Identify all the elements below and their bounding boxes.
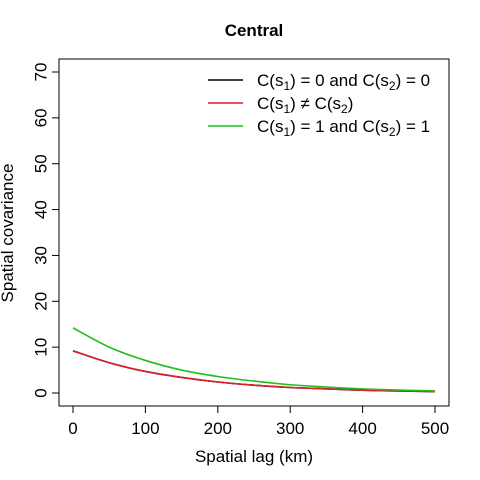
y-tick-label: 20 [31,292,50,311]
y-tick-label: 40 [31,200,50,219]
x-tick-label: 400 [348,419,376,438]
y-tick-label: 50 [31,154,50,173]
series-line-3 [72,327,436,392]
legend-label-3: C(s1) = 1 and C(s2) = 1 [257,117,430,139]
y-axis-label: Spatial covariance [0,164,17,303]
chart-title: Central [225,21,284,40]
x-tick-label: 100 [131,419,159,438]
y-tick-label: 70 [31,63,50,82]
y-tick-label: 0 [31,388,50,397]
y-tick-label: 10 [31,338,50,357]
legend: C(s1) = 0 and C(s2) = 0C(s1) ≠ C(s2)C(s1… [208,71,430,139]
x-axis: 0 100 200 300 400 500 [68,405,449,438]
series-line-2 [72,350,436,393]
y-tick-label: 30 [31,246,50,265]
y-axis: 0 10 20 30 40 50 60 70 [31,63,60,398]
x-tick-label: 500 [421,419,449,438]
legend-label-1: C(s1) = 0 and C(s2) = 0 [257,71,430,93]
x-axis-label: Spatial lag (km) [195,447,313,466]
series-layer [72,327,436,393]
legend-label-2: C(s1) ≠ C(s2) [257,94,353,116]
y-tick-label: 60 [31,108,50,127]
plot-frame [58,58,450,407]
x-tick-label: 200 [204,419,232,438]
x-tick-label: 0 [68,419,77,438]
x-tick-label: 300 [276,419,304,438]
